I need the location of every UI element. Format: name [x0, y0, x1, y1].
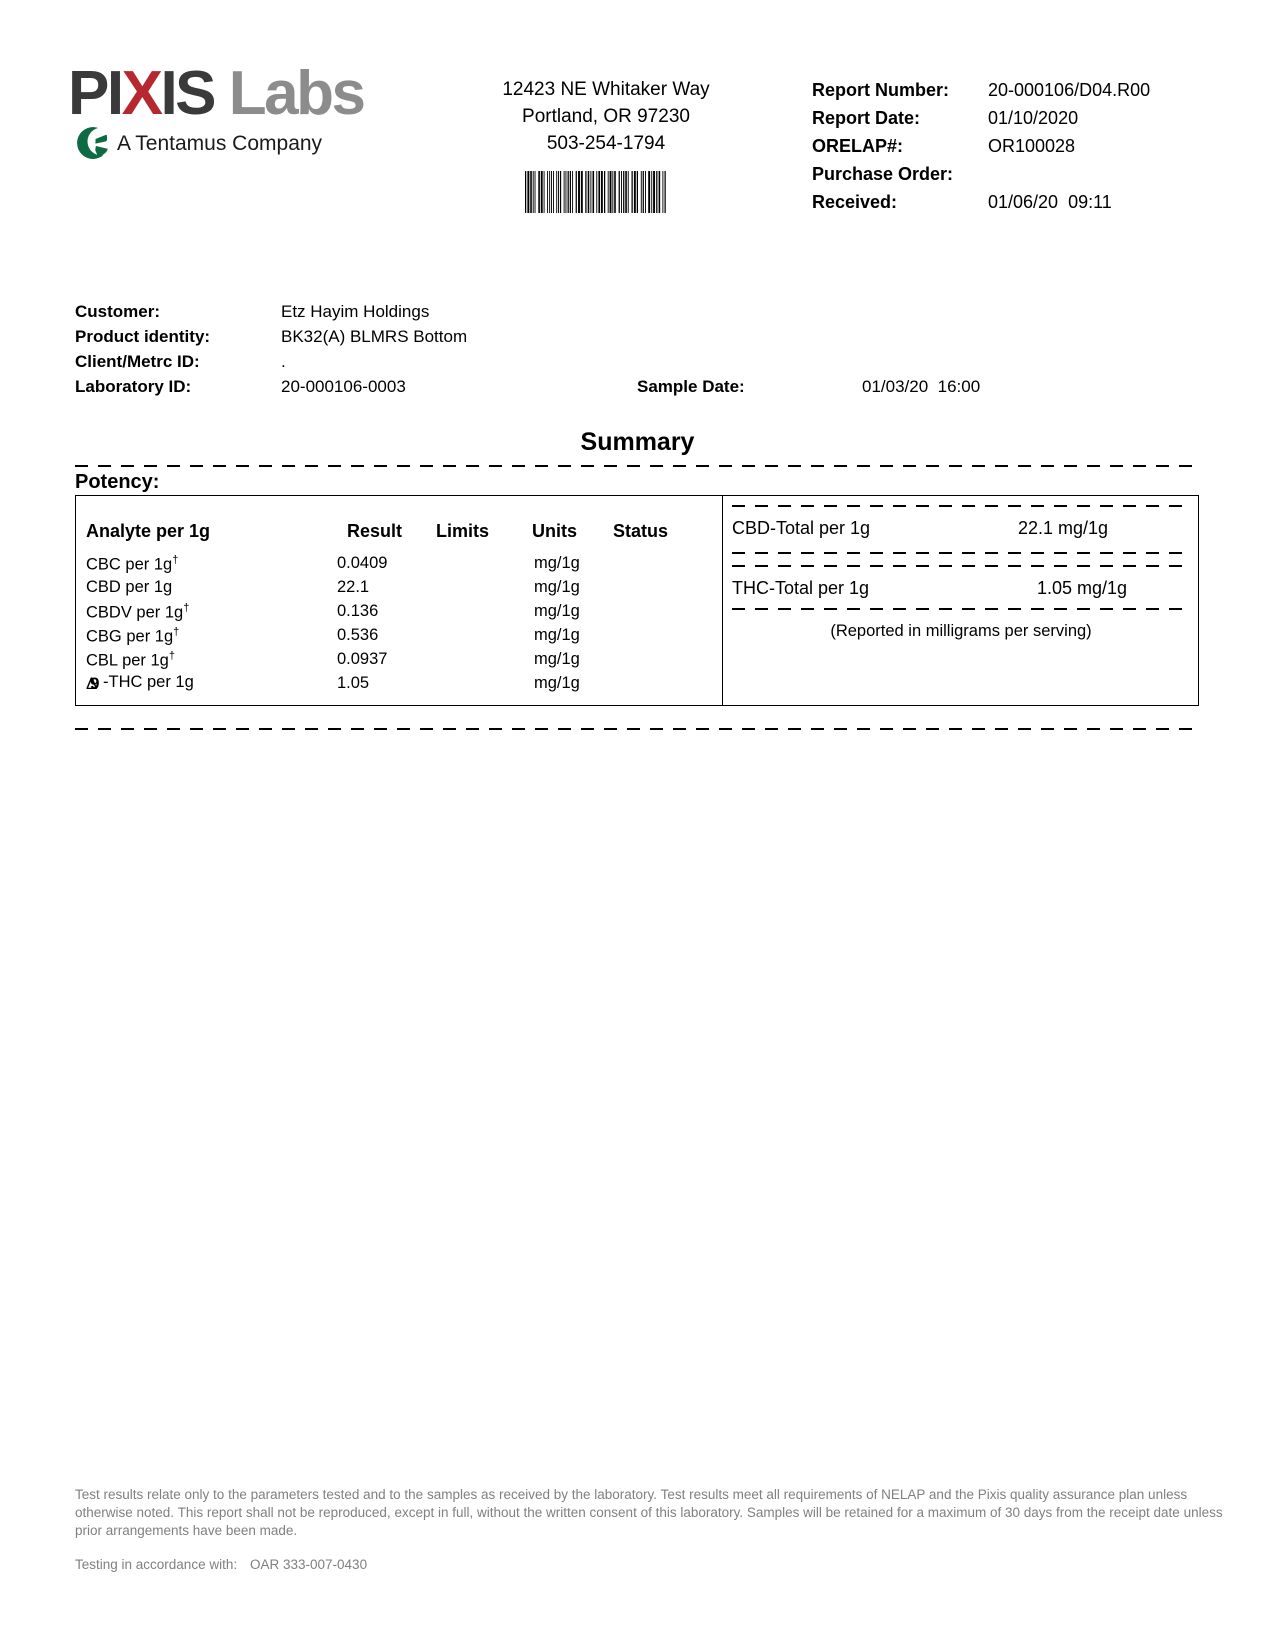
- svg-text:A Tentamus Company: A Tentamus Company: [117, 132, 323, 155]
